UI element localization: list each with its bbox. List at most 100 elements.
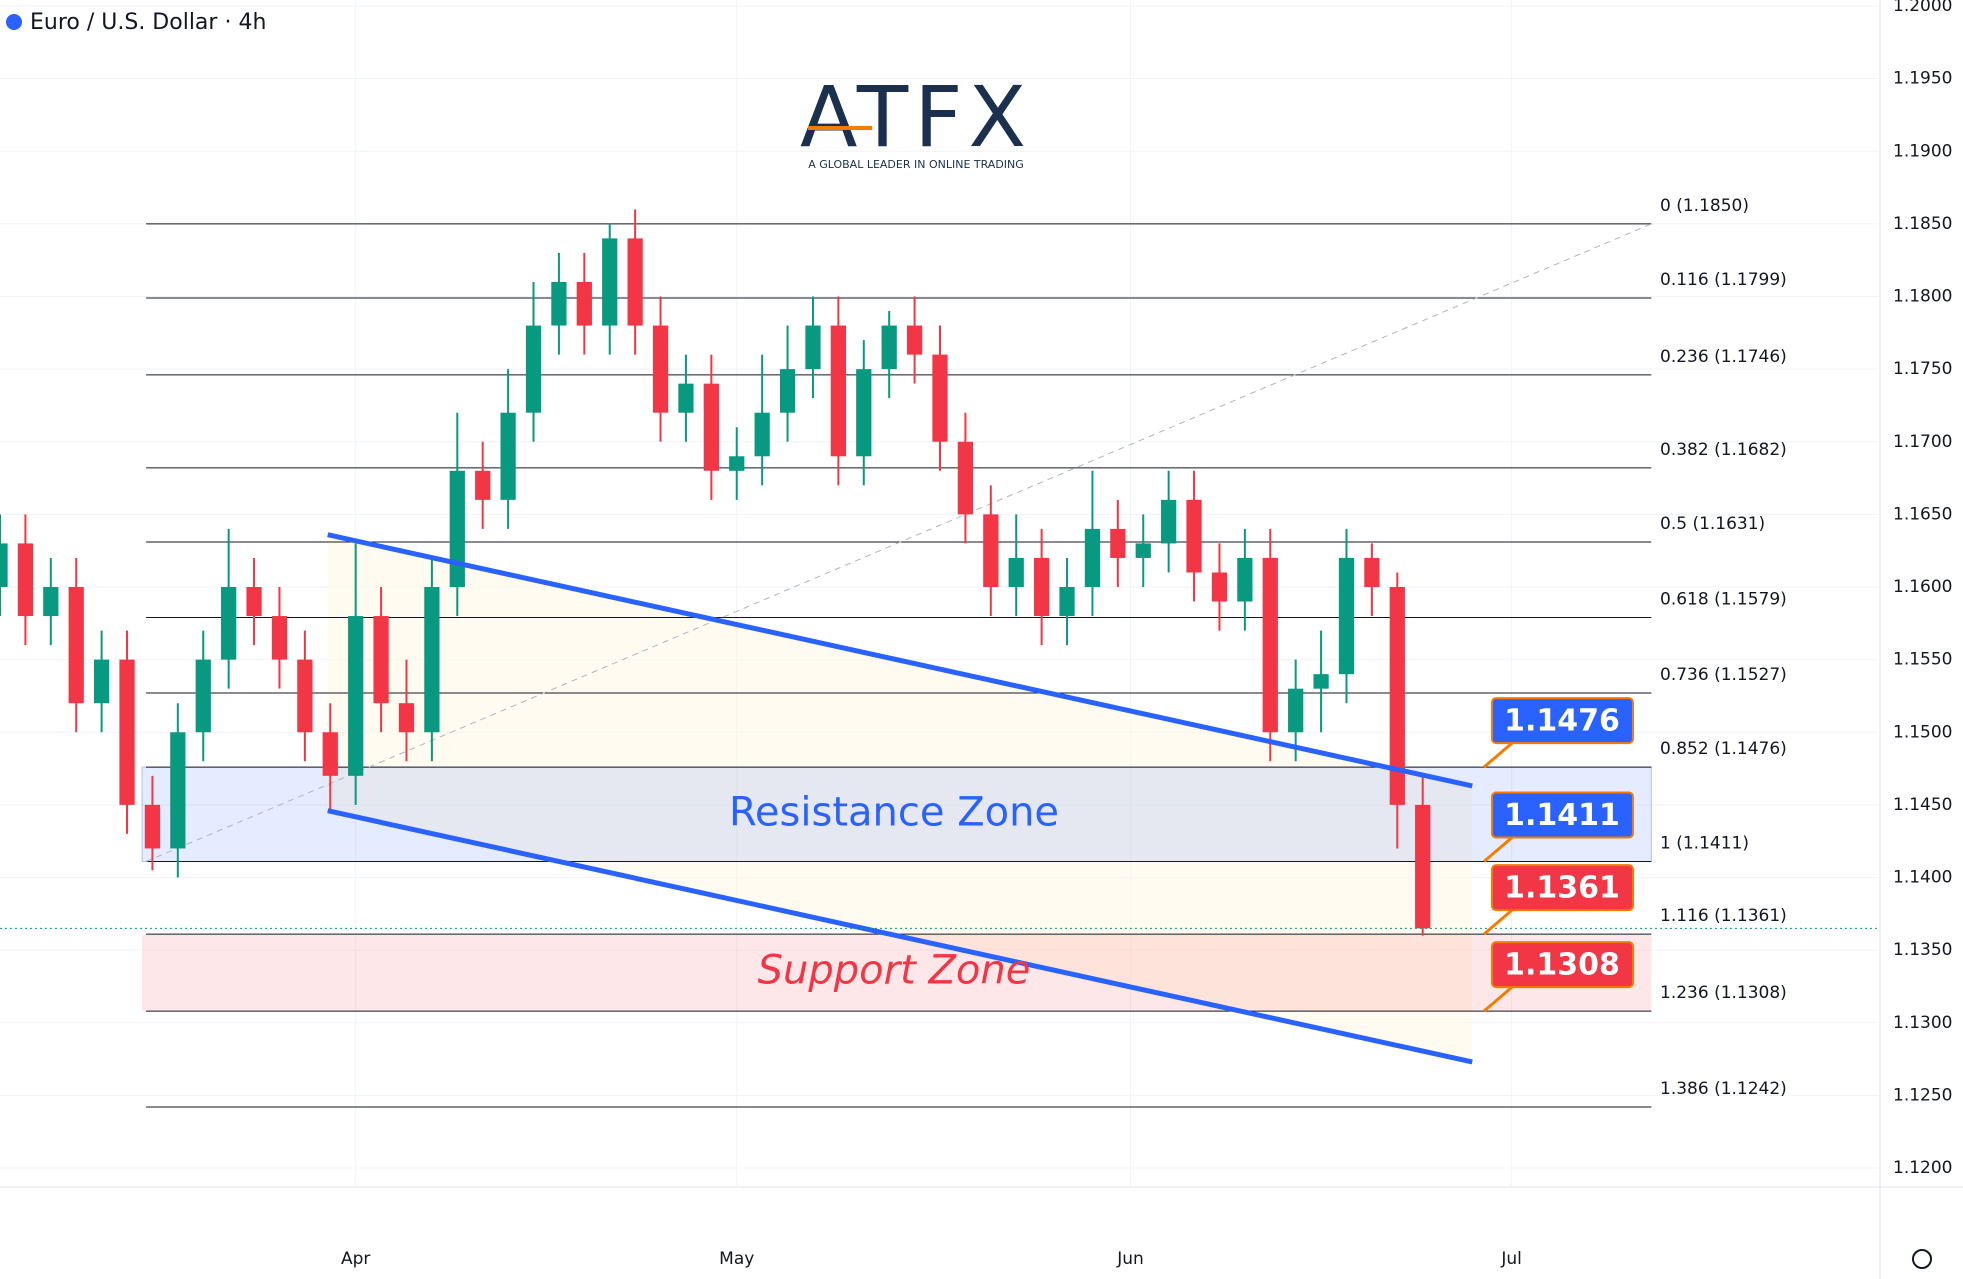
candle-body	[0, 543, 8, 587]
y-tick-label: 1.2000	[1893, 0, 1952, 16]
channel-line	[327, 808, 1473, 1065]
x-tick-label: Jul	[1500, 1249, 1522, 1269]
candle-body	[1389, 587, 1405, 805]
candle-body	[1415, 804, 1431, 929]
candle-body	[271, 616, 288, 660]
candle-body	[170, 732, 186, 849]
fib-trend	[145, 223, 1652, 862]
candle-body	[703, 383, 719, 471]
callout-pointer	[1483, 836, 1513, 863]
y-tick-label: 1.1850	[1893, 214, 1952, 234]
callout-box	[1491, 791, 1634, 839]
y-tick-label: 1.1700	[1893, 432, 1952, 452]
candle-body	[449, 470, 465, 587]
plot	[0, 0, 1880, 1187]
callout-pointer	[1483, 985, 1513, 1013]
logo-tagline: A GLOBAL LEADER IN ONLINE TRADING	[808, 158, 1024, 171]
y-tick-label: 1.1450	[1893, 795, 1952, 815]
x-tick-label: May	[719, 1249, 754, 1269]
settings-button[interactable]	[1912, 1249, 1932, 1269]
candle-body	[830, 325, 846, 457]
candle-body	[322, 732, 338, 776]
candle-body	[805, 325, 821, 370]
candle-body	[17, 543, 34, 617]
y-tick-label: 1.1400	[1893, 868, 1952, 888]
candle-body	[551, 281, 567, 326]
candle-body	[1008, 557, 1024, 587]
fib-label: 1 (1.1411)	[1660, 834, 1749, 854]
candle-body	[1135, 543, 1151, 558]
y-tick-label: 1.1350	[1893, 940, 1952, 960]
candle-body	[906, 325, 923, 355]
chart-title: Euro / U.S. Dollar · 4h	[30, 10, 266, 35]
candle-body	[652, 325, 669, 413]
y-tick-label: 1.1950	[1893, 69, 1952, 89]
candle-body	[856, 369, 872, 457]
fib-label: 0.618 (1.1579)	[1660, 590, 1787, 610]
candle-body	[195, 659, 211, 733]
candle-body	[754, 412, 770, 457]
candle-body	[297, 659, 313, 733]
candle-body	[1161, 499, 1177, 544]
y-tick-label: 1.1650	[1893, 504, 1952, 524]
y-tick-label: 1.1300	[1893, 1013, 1952, 1033]
candle-body	[729, 456, 745, 471]
candle-body	[678, 383, 694, 413]
fib-label: 0.236 (1.1746)	[1660, 347, 1787, 367]
callout-box	[1491, 941, 1634, 989]
candle-body	[43, 587, 59, 617]
candle-body	[1059, 587, 1075, 617]
logo: ATFX	[800, 68, 1032, 166]
candle-body	[932, 354, 948, 442]
fib-label: 0 (1.1850)	[1660, 196, 1749, 216]
candle-body	[957, 441, 974, 515]
candle-body	[475, 470, 491, 500]
candle-body	[398, 703, 415, 733]
callout-label: 1.1308	[1504, 948, 1620, 983]
candle-body	[627, 238, 643, 326]
candle-body	[1186, 499, 1202, 573]
callout-pointer	[1483, 909, 1513, 936]
candle-body	[1110, 528, 1126, 558]
x-tick-label: Apr	[341, 1249, 370, 1269]
y-tick-label: 1.1200	[1893, 1158, 1952, 1178]
symbol-icon	[6, 14, 22, 30]
y-tick-label: 1.1900	[1893, 141, 1952, 161]
candle-body	[68, 587, 84, 704]
fib-label: 0.116 (1.1799)	[1660, 270, 1787, 290]
candle-body	[144, 804, 161, 849]
candle-body	[602, 238, 618, 326]
fib-label: 1.116 (1.1361)	[1660, 906, 1787, 926]
fib-label: 1.386 (1.1242)	[1660, 1079, 1787, 1099]
y-tick-label: 1.1250	[1893, 1085, 1952, 1105]
fib-label: 0.736 (1.1527)	[1660, 665, 1787, 685]
callout-box	[1491, 697, 1634, 745]
y-tick-label: 1.1750	[1893, 359, 1952, 379]
candle-body	[1364, 557, 1380, 587]
y-tick-label: 1.1500	[1893, 722, 1952, 742]
candle-body	[500, 412, 516, 500]
candle-body	[1313, 674, 1329, 689]
candle-body	[119, 659, 135, 805]
x-tick-label: Jun	[1116, 1249, 1144, 1269]
candle-body	[881, 325, 897, 370]
callout-label: 1.1476	[1504, 704, 1620, 739]
candle-body	[779, 369, 796, 413]
candle-body	[424, 587, 440, 733]
candle-body	[1034, 557, 1050, 617]
candle-body	[373, 616, 389, 704]
candle-body	[1288, 688, 1304, 733]
candle-body	[1237, 557, 1253, 602]
zone-label: Resistance Zone	[729, 789, 1059, 835]
y-tick-label: 1.1550	[1893, 650, 1952, 670]
y-tick-label: 1.1800	[1893, 287, 1952, 307]
candle-body	[348, 616, 364, 776]
candle-body	[576, 281, 592, 326]
channel-fill	[327, 534, 1473, 1062]
callout-pointer	[1483, 741, 1513, 769]
candle-body	[1211, 572, 1228, 602]
callout-label: 1.1411	[1504, 798, 1620, 833]
